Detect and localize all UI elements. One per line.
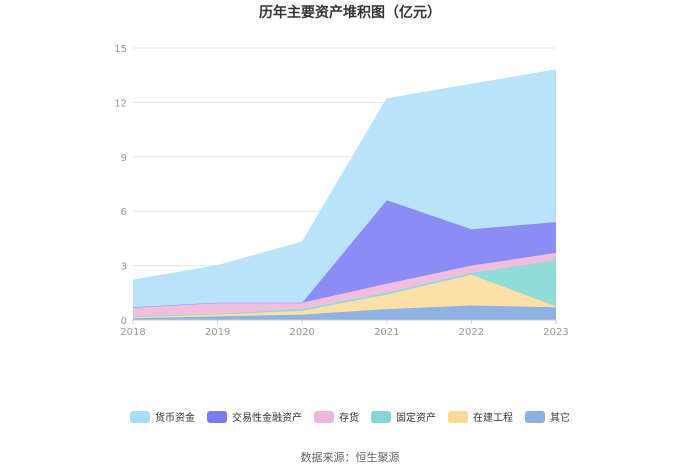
legend-label: 固定资产 [396, 411, 436, 424]
y-tick-label: 0 [121, 316, 127, 327]
area-series [132, 69, 557, 320]
x-tick-label: 2021 [374, 327, 399, 338]
axes: 0 3 6 9 12 15 2018 2019 2020 2021 2022 2023 [114, 44, 568, 338]
y-tick-label: 3 [121, 262, 127, 273]
y-tick-label: 15 [114, 44, 127, 55]
x-tick-label: 2023 [543, 327, 568, 338]
legend-item[interactable]: 固定资产 [371, 411, 436, 424]
x-tick-label: 2019 [205, 327, 230, 338]
legend-item[interactable]: 在建工程 [448, 411, 513, 424]
legend-label: 在建工程 [473, 411, 513, 424]
area-series-5 [133, 69, 556, 308]
x-tick-label: 2022 [459, 327, 484, 338]
y-tick-label: 12 [114, 98, 127, 109]
area-edge-5 [132, 69, 557, 281]
area-series-4 [133, 200, 556, 308]
legend: 货币资金 交易性金融资产 存货 固定资产 在建工程 其它 [130, 411, 570, 424]
legend-swatch [448, 411, 468, 423]
y-tick-label: 9 [121, 153, 127, 164]
legend-item[interactable]: 其它 [525, 411, 570, 424]
legend-item[interactable]: 交易性金融资产 [207, 411, 302, 424]
legend-item[interactable]: 存货 [314, 411, 359, 424]
legend-label: 其它 [550, 411, 570, 424]
legend-swatch [207, 411, 227, 423]
legend-swatch [314, 411, 334, 423]
legend-label: 存货 [339, 411, 359, 424]
x-tick-label: 2020 [289, 327, 314, 338]
legend-swatch [371, 411, 391, 423]
x-tick-label: 2018 [120, 327, 145, 338]
area-series-1 [133, 274, 556, 319]
data-source: 数据来源：恒生聚源 [301, 450, 400, 464]
legend-swatch [130, 411, 150, 423]
y-tick-label: 6 [121, 207, 127, 218]
legend-item[interactable]: 货币资金 [130, 411, 195, 424]
legend-swatch [525, 411, 545, 423]
legend-label: 货币资金 [155, 411, 195, 424]
chart-title: 历年主要资产堆积图（亿元） [259, 4, 441, 21]
legend-label: 交易性金融资产 [232, 411, 302, 424]
